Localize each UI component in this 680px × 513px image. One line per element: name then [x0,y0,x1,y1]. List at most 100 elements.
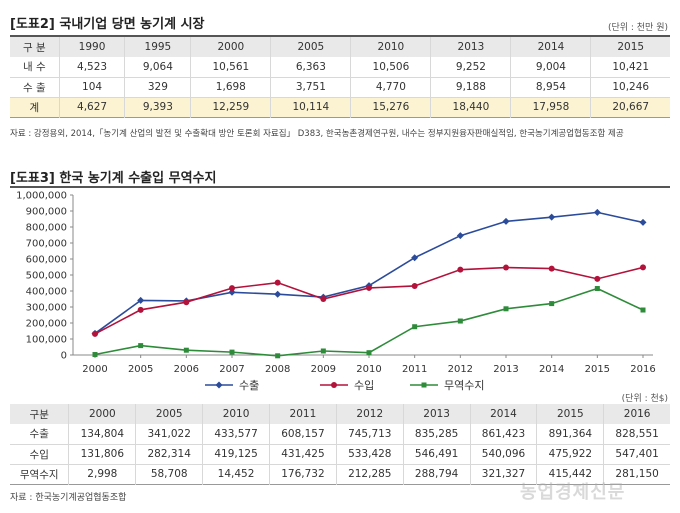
data-point [548,213,556,221]
data-point [502,217,510,225]
table2-source: 자료 : 강정용외, 2014,「농기계 산업의 발전 및 수출확대 방안 토론… [10,129,624,139]
x-tick-label: 2015 [585,364,610,375]
data-point [274,290,282,298]
cell: 321,327 [469,464,537,484]
cell: 835,285 [402,424,471,444]
cell: 419,125 [202,444,270,464]
cell: 1,698 [190,77,271,97]
cell: 10,246 [590,77,670,97]
x-tick-label: 2014 [539,364,564,375]
watermark-logo: 농업경제신문 [520,482,626,503]
cell: 131,806 [68,444,136,464]
cell: 9,188 [430,77,511,97]
y-tick-label: 400,000 [26,287,67,298]
cell: 4,627 [58,97,125,117]
legend-label: 수출 [239,379,259,392]
x-tick-label: 2007 [219,364,244,375]
cell: 10,506 [350,57,431,77]
data-point [92,330,98,337]
legend-label: 무역수지 [444,379,484,392]
table2-year: 2015 [590,37,670,57]
y-tick-label: 1,000,000 [16,191,67,202]
data-point [320,348,326,354]
cell: 329 [124,77,191,97]
x-tick-label: 2013 [493,364,518,375]
row-label: 계 [29,101,40,114]
data-point [456,232,464,240]
table2-unit: (단위 : 천만 원) [607,23,668,33]
y-tick-label: 300,000 [26,303,67,314]
data-point [320,296,327,302]
cell: 415,442 [536,464,604,484]
x-tick-label: 2012 [448,364,473,375]
cell: 281,150 [603,464,670,484]
data-point [366,284,372,291]
data-point [411,254,419,262]
data-point [137,296,145,304]
cell: 12,259 [190,97,271,117]
x-tick-label: 2000 [82,364,107,375]
data-point [457,266,464,273]
data-point [548,265,555,272]
x-tick-label: 2006 [174,364,199,375]
cell: 475,922 [536,444,604,464]
table3-unit: (단위 : 천$) [621,394,668,404]
y-tick-label: 500,000 [26,271,67,282]
data-point [183,347,189,353]
y-tick-label: 200,000 [26,319,67,330]
data-point [92,352,98,358]
cell: 533,428 [335,444,404,464]
table2-year: 1990 [58,37,125,57]
y-tick-label: 800,000 [26,223,67,234]
x-tick-label: 2009 [311,364,336,375]
table-row: 수출 134,804 341,022 433,577 608,157 745,7… [10,424,670,444]
x-tick-label: 2016 [630,364,655,375]
table3-year: 2016 [603,404,670,424]
x-tick-label: 2008 [265,364,290,375]
table2-year: 2000 [190,37,271,57]
cell: 4,770 [350,77,431,97]
table2-year: 2014 [510,37,591,57]
cell: 10,114 [270,97,351,117]
cell: 10,561 [190,57,271,77]
y-tick-label: 900,000 [26,207,67,218]
cell: 3,751 [270,77,351,97]
table3-title: [도표3] 한국 농기계 수출입 무역수지 [10,171,217,186]
table2-title: [도표2] 국내기업 당면 농기계 시장 [10,17,205,32]
table2: 구 분 1990 1995 2000 2005 2010 2013 2014 2… [10,37,670,118]
x-tick-label: 2010 [356,364,381,375]
y-tick-label: 700,000 [26,239,67,250]
series-line-3 [94,287,644,357]
table3-year: 2014 [469,404,537,424]
data-point [503,264,509,271]
y-tick-label: 600,000 [26,255,67,266]
cell: 608,157 [268,424,337,444]
cell: 9,064 [124,57,191,77]
table2-year: 2005 [270,37,351,57]
cell: 861,423 [469,424,537,444]
table-row: 무역수지 2,998 58,708 14,452 176,732 212,285… [10,464,670,484]
cell: 6,363 [270,57,351,77]
legend-marker [215,381,223,389]
table3-year: 2013 [402,404,471,424]
cell: 10,421 [590,57,670,77]
cell: 4,523 [58,57,125,77]
table3-year: 2000 [68,404,136,424]
table3-year: 2010 [202,404,270,424]
data-point [640,307,646,313]
cell: 546,491 [402,444,471,464]
cell: 104 [58,77,125,97]
legend-marker [331,382,337,388]
data-point [411,282,418,289]
cell: 14,452 [202,464,270,484]
x-tick-label: 2011 [402,364,427,375]
data-point [457,318,463,324]
y-tick-label: 100,000 [26,335,67,346]
table-row: 수입 131,806 282,314 419,125 431,425 533,4… [10,444,670,464]
table2-header-label: 구 분 [22,41,46,54]
y-tick-label: 0 [61,351,67,362]
cell: 431,425 [268,444,337,464]
table3-top-rule [10,186,670,188]
data-point [412,324,418,330]
